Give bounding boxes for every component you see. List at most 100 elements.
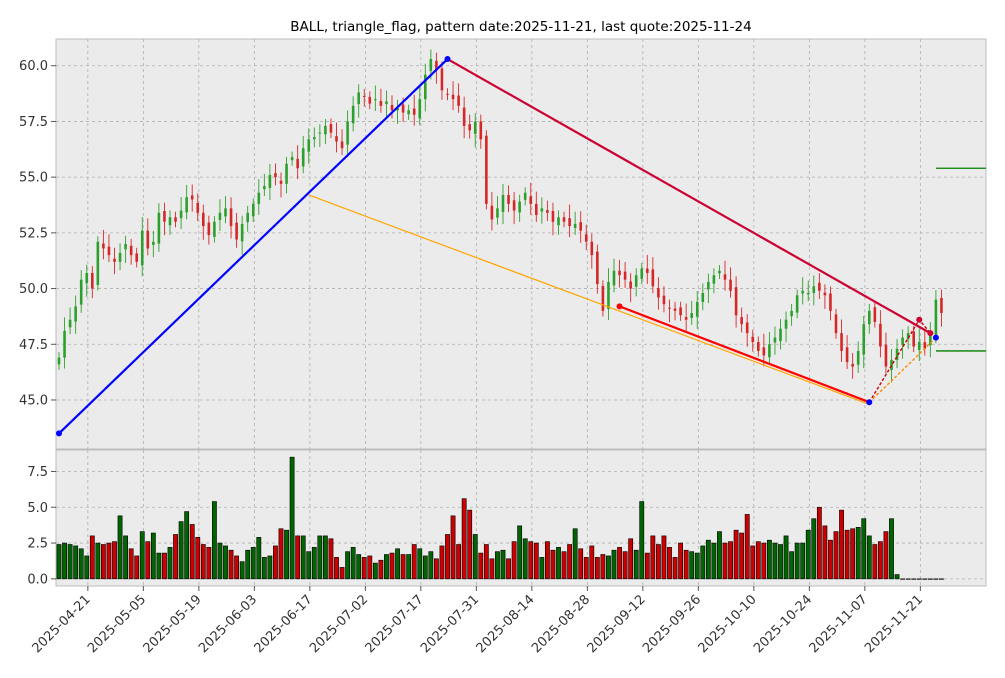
volume-bar (655, 544, 661, 580)
candle-body (485, 135, 488, 204)
volume-bar (384, 554, 389, 580)
volume-bar (678, 542, 683, 580)
volume-bar (511, 541, 517, 580)
candle-body (762, 347, 766, 356)
volume-bar (95, 542, 101, 580)
candle-body (923, 342, 927, 349)
volume-bar (661, 535, 667, 580)
price-tick-label: 52.5 (19, 226, 48, 241)
volume-bar (439, 545, 445, 580)
candle-body (251, 203, 255, 217)
volume-bar (839, 509, 844, 580)
volume-bar (184, 511, 190, 580)
candle-body (840, 333, 843, 351)
candle-body (806, 293, 810, 295)
candle-body (557, 217, 560, 226)
candle-body (146, 230, 150, 249)
volume-bar (728, 541, 733, 580)
candle-body (818, 282, 821, 291)
volume-bar (889, 518, 894, 580)
lower-trend-line (619, 305, 870, 404)
volume-bar (805, 529, 811, 580)
candle-body (734, 287, 738, 316)
candle-body (707, 281, 710, 290)
volume-bar (478, 552, 484, 580)
volume-bar (450, 515, 456, 580)
volume-bar (433, 558, 439, 580)
candle-body (629, 281, 632, 289)
x-tick-label: 2025-10-24 (751, 592, 815, 656)
volume-bar (766, 539, 772, 580)
volume-bar (101, 544, 106, 580)
volume-bar (495, 551, 500, 580)
volume-bar (339, 567, 345, 580)
volume-bar (927, 578, 933, 580)
candle-body (418, 99, 422, 119)
candle-body (518, 201, 521, 213)
volume-bar (267, 555, 273, 580)
volume-bar (639, 501, 645, 580)
candle-body (168, 217, 172, 226)
candle-body (884, 344, 888, 367)
candle-body (57, 357, 61, 365)
volume-bar (56, 544, 62, 580)
candle-body (118, 252, 122, 262)
candle-body (457, 95, 460, 106)
candle-body (79, 279, 83, 305)
candle-body (640, 268, 644, 279)
candle-body (745, 322, 749, 334)
candle-body (646, 268, 649, 273)
volume-bar (617, 547, 622, 580)
flag-point (916, 316, 923, 323)
price-tick-label: 47.5 (19, 338, 48, 353)
volume-bar (544, 541, 550, 580)
candle-body (584, 234, 588, 242)
volume-bar (744, 514, 750, 580)
candle-body (790, 310, 793, 317)
volume-bar (533, 542, 539, 580)
x-tick-label: 2025-09-26 (640, 592, 704, 656)
volume-bar (278, 528, 284, 580)
candle-body (351, 105, 355, 124)
candle-body (784, 319, 788, 329)
upper-end-point (927, 330, 934, 337)
candle-body (801, 290, 804, 294)
candle-body (601, 285, 605, 311)
candle-body (301, 148, 305, 167)
candle-body (435, 60, 438, 71)
candle-body (634, 275, 638, 287)
x-tick-label: 2025-11-07 (807, 592, 871, 656)
candle-body (91, 272, 94, 289)
candle-body (590, 241, 594, 256)
candle-body (451, 94, 455, 100)
candle-body (152, 241, 155, 245)
volume-bar (750, 545, 756, 580)
volume-bar (739, 532, 745, 580)
candle-body (190, 195, 194, 200)
candle-body (718, 270, 721, 274)
volume-bar (472, 534, 478, 580)
volume-bar (628, 538, 634, 580)
candle-body (107, 246, 111, 256)
volume-tick-label: 7.5 (27, 465, 48, 480)
price-tick-label: 60.0 (19, 59, 48, 74)
candle-body (379, 100, 383, 106)
flag-projection-line (868, 337, 937, 403)
candle-body (729, 279, 732, 291)
candle-body (768, 344, 771, 358)
volume-bar (644, 552, 650, 580)
volume-bar (922, 578, 928, 580)
candle-body (462, 107, 466, 126)
volume-bar (206, 547, 212, 580)
candle-body (335, 136, 338, 142)
volume-bar (905, 578, 911, 580)
candle-body (313, 137, 316, 140)
volume-bar (406, 554, 412, 580)
candle-body (429, 59, 433, 72)
volume-bar (356, 554, 362, 580)
volume-tick-label: 5.0 (27, 501, 48, 516)
candle-body (851, 363, 854, 367)
volume-bar (273, 545, 278, 580)
volume-bar (683, 549, 689, 580)
volume-bar (861, 518, 867, 580)
